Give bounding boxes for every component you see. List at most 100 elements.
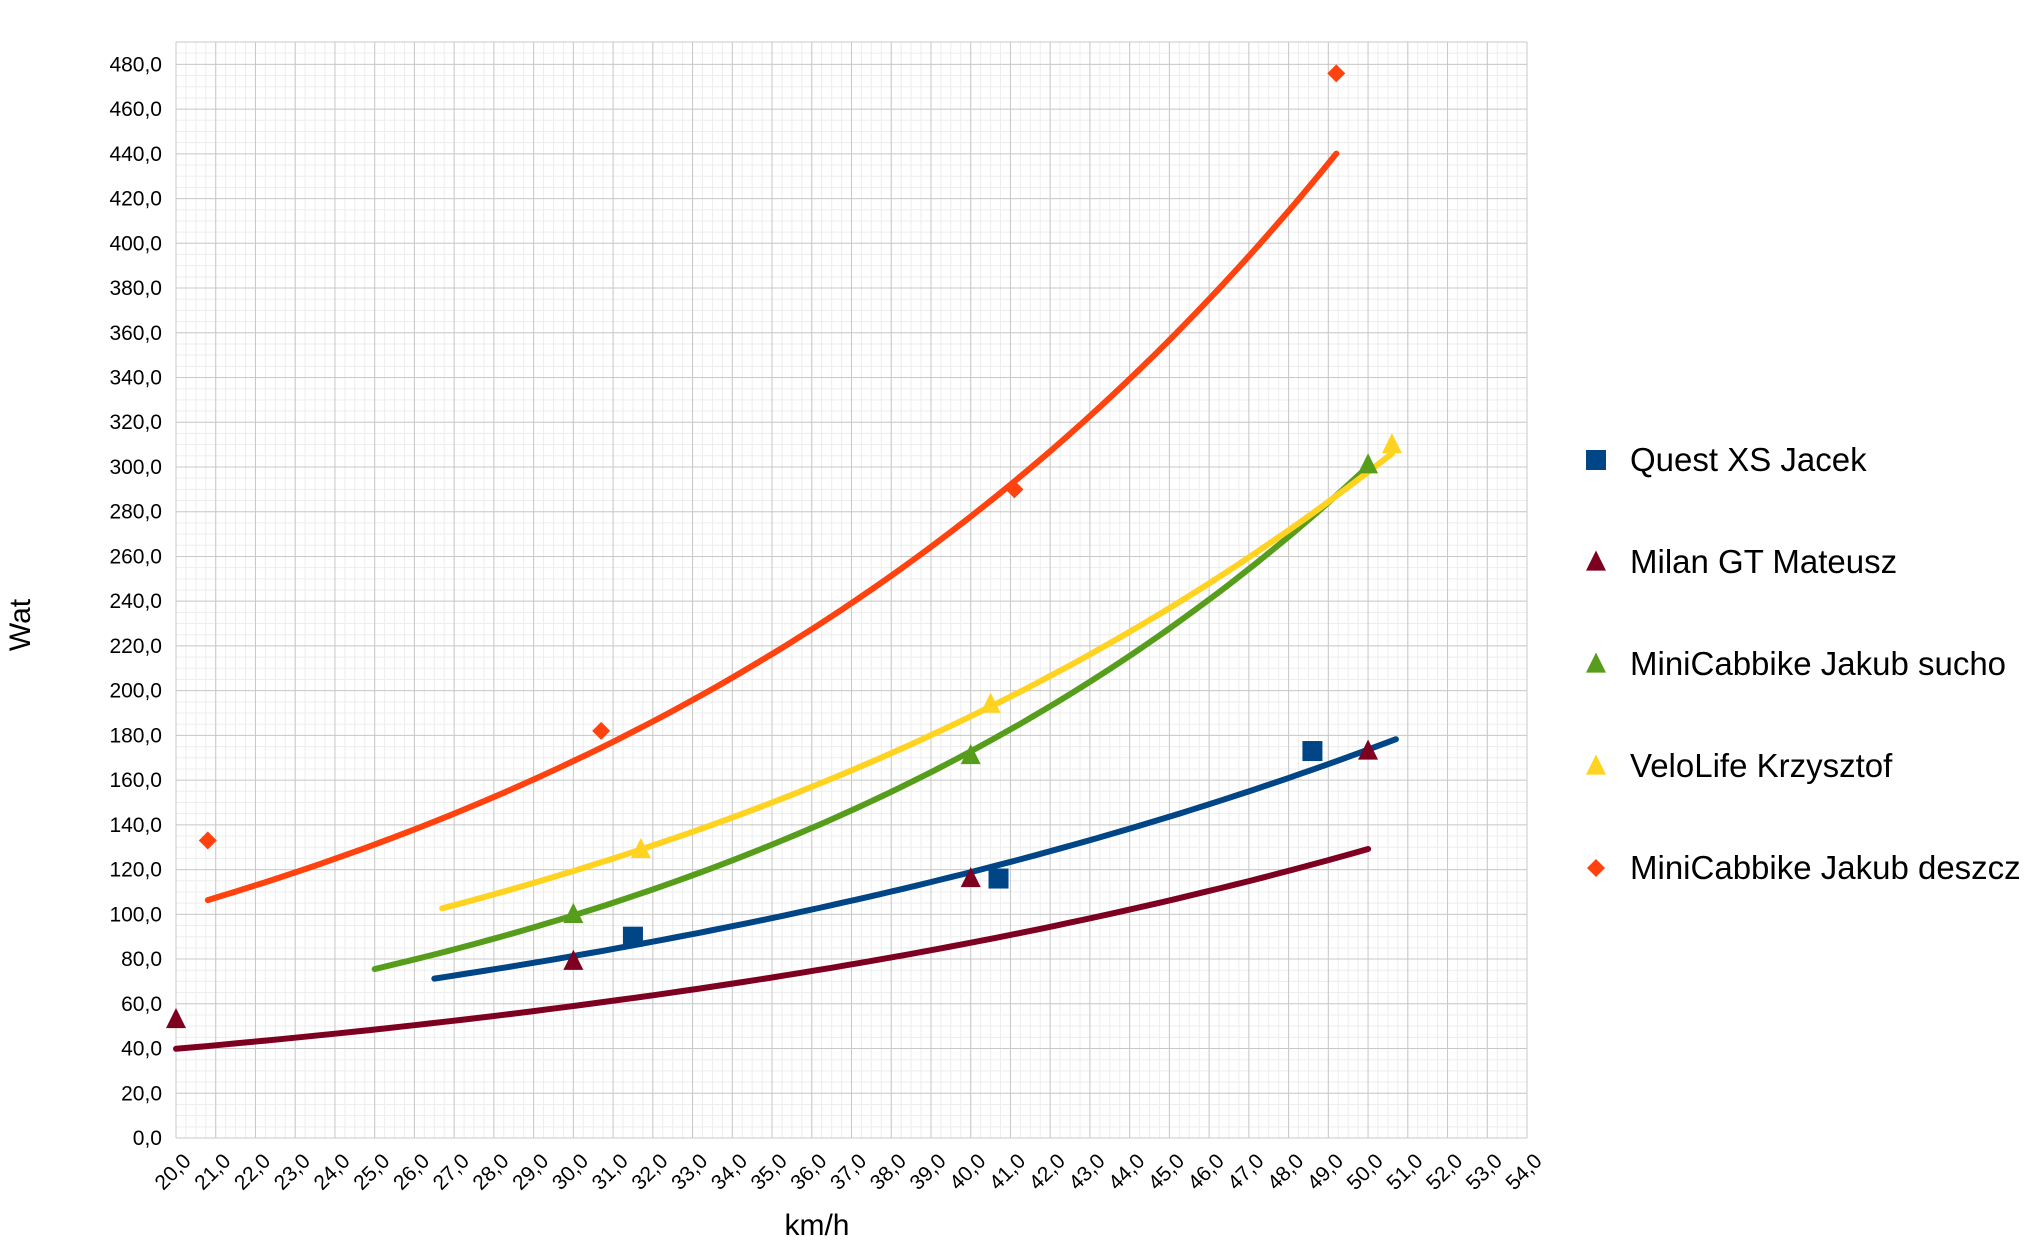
trendline [431, 736, 1399, 982]
y-tick-label: 460,0 [109, 98, 162, 121]
x-tick-label: 29,0 [508, 1149, 553, 1194]
y-tick-label: 280,0 [109, 501, 162, 524]
legend-label: MiniCabbike Jakub deszcz [1630, 849, 2021, 886]
x-tick-label: 43,0 [1064, 1149, 1109, 1194]
x-tick-label: 25,0 [349, 1149, 394, 1194]
y-tick-label: 340,0 [109, 367, 162, 390]
legend-label: MiniCabbike Jakub sucho [1630, 645, 2006, 682]
x-tick-label: 35,0 [747, 1149, 792, 1194]
x-tick-label: 41,0 [985, 1149, 1030, 1194]
x-tick-label: 53,0 [1462, 1149, 1507, 1194]
data-point [622, 926, 643, 947]
data-point [1327, 64, 1346, 83]
y-tick-label: 180,0 [109, 724, 162, 747]
x-tick-label: 37,0 [826, 1149, 871, 1194]
legend-label: Quest XS Jacek [1630, 441, 1867, 478]
y-tick-label: 0,0 [133, 1127, 162, 1150]
y-tick-label: 160,0 [109, 769, 162, 792]
data-point [1005, 480, 1024, 499]
x-tick-label: 48,0 [1263, 1149, 1308, 1194]
x-tick-label: 45,0 [1144, 1149, 1189, 1194]
x-tick-label: 27,0 [429, 1149, 474, 1194]
x-tick-label: 50,0 [1343, 1149, 1388, 1194]
y-tick-label: 300,0 [109, 456, 162, 479]
data-point [166, 1007, 186, 1029]
legend: Quest XS Jacek Milan GT Mateusz MiniCabbik… [1586, 441, 2021, 886]
trendline [173, 846, 1372, 1052]
y-tick-label: 220,0 [109, 635, 162, 658]
x-tick-label: 54,0 [1502, 1149, 1547, 1194]
x-tick-label: 21,0 [190, 1149, 235, 1194]
x-tick-label: 47,0 [1223, 1149, 1268, 1194]
data-point [563, 949, 584, 970]
x-tick-label: 28,0 [468, 1149, 513, 1194]
data-point [960, 744, 981, 765]
y-tick-label: 320,0 [109, 411, 162, 434]
x-tick-label: 39,0 [906, 1149, 951, 1194]
y-tick-label: 360,0 [109, 322, 162, 345]
x-tick-label: 30,0 [548, 1149, 593, 1194]
y-tick-label: 20,0 [121, 1082, 162, 1105]
y-tick-label: 120,0 [109, 859, 162, 882]
trendlines [173, 150, 1399, 1052]
x-tick-label: 46,0 [1184, 1149, 1229, 1194]
trendline [204, 150, 1340, 904]
trendline [371, 463, 1372, 973]
x-tick-label: 31,0 [588, 1149, 633, 1194]
data-point [988, 868, 1009, 889]
data-point [980, 692, 1001, 713]
x-tick-label: 33,0 [667, 1149, 712, 1194]
y-tick-label: 380,0 [109, 277, 162, 300]
y-tick-label: 260,0 [109, 545, 162, 568]
legend-marker [1587, 859, 1605, 877]
data-point [960, 867, 981, 888]
x-tick-label: 32,0 [627, 1149, 672, 1194]
data-point [1302, 741, 1323, 762]
x-tick-label: 49,0 [1303, 1149, 1348, 1194]
x-tick-label: 40,0 [945, 1149, 990, 1194]
y-tick-label: 420,0 [109, 188, 162, 211]
x-tick-label: 36,0 [786, 1149, 831, 1194]
x-tick-label: 34,0 [707, 1149, 752, 1194]
y-tick-label: 240,0 [109, 590, 162, 613]
y-tick-label: 440,0 [109, 143, 162, 166]
y-tick-label: 40,0 [121, 1038, 162, 1061]
legend-marker [1586, 652, 1606, 673]
legend-label: VeloLife Krzysztof [1630, 747, 1893, 784]
y-tick-label: 200,0 [109, 680, 162, 703]
legend-marker [1586, 550, 1606, 571]
data-point [563, 902, 584, 923]
x-tick-label: 52,0 [1422, 1149, 1467, 1194]
x-tick-label: 44,0 [1104, 1149, 1149, 1194]
data-point [592, 721, 611, 740]
data-point [630, 837, 651, 859]
y-tick-label: 80,0 [121, 948, 162, 971]
x-tick-label: 51,0 [1382, 1149, 1427, 1194]
x-tick-label: 38,0 [866, 1149, 911, 1194]
x-tick-label: 24,0 [309, 1149, 354, 1194]
y-tick-label: 100,0 [109, 903, 162, 926]
legend-label: Milan GT Mateusz [1630, 543, 1897, 580]
major-gridlines [175, 41, 1528, 1139]
y-axis-tick-labels: 0,0 20,0 40,0 60,0 80,0 100,0 120,0 140,0 160,0 1… [109, 53, 162, 1150]
y-tick-label: 480,0 [109, 53, 162, 76]
y-axis-title: Wat [4, 598, 37, 651]
y-tick-label: 140,0 [109, 814, 162, 837]
x-axis-tick-labels: 20,021,022,023,024,025,026,027,028,029,0… [151, 1149, 1547, 1194]
data-point [1358, 739, 1379, 760]
legend-marker [1586, 450, 1606, 470]
x-tick-label: 20,0 [151, 1149, 196, 1194]
data-point [1358, 453, 1379, 474]
x-axis-title: km/h [784, 1209, 849, 1242]
x-tick-label: 26,0 [389, 1149, 434, 1194]
x-tick-label: 22,0 [230, 1149, 275, 1194]
trendline [439, 450, 1395, 912]
data-point [198, 831, 217, 850]
x-tick-label: 23,0 [270, 1149, 315, 1194]
data-points [166, 64, 1402, 1029]
x-tick-label: 42,0 [1025, 1149, 1070, 1194]
legend-marker [1586, 754, 1606, 775]
y-tick-label: 60,0 [121, 993, 162, 1016]
y-tick-label: 400,0 [109, 232, 162, 255]
